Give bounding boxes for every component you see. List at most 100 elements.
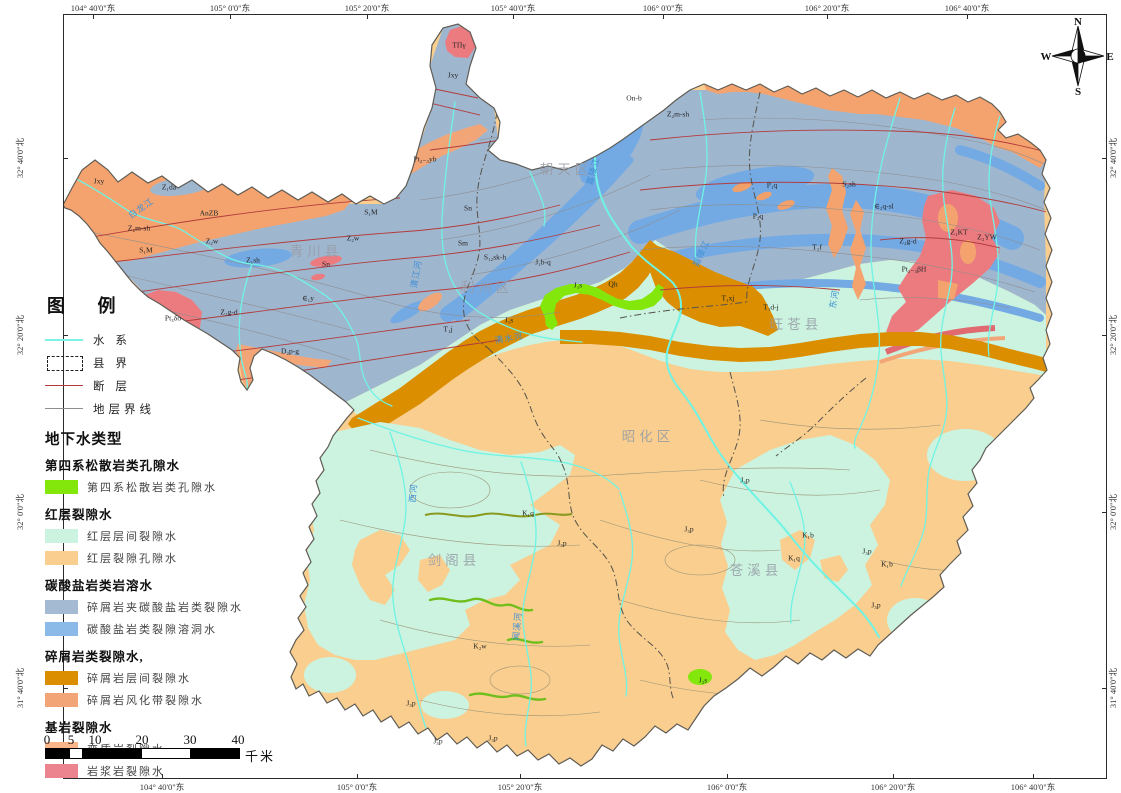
scale-tick: 0 [43,732,51,747]
graticule-tick [357,774,358,779]
map-canvas [64,23,1053,767]
graticule-tick [230,14,231,19]
graticule-tick [967,14,968,19]
legend: 图 例 水 系 县 界 断 层 地层界线 地下水类型 第四系松散岩类孔隙水第四系… [45,292,310,782]
graticule-tick [162,774,163,779]
graticule-tick [1102,688,1107,689]
county-boundary-icon [45,355,83,371]
graticule-label: 104° 40'0"东 [70,3,116,13]
legend-item-stratum-boundary: 地层界线 [45,397,310,420]
graticule-label: 106° 20'0"东 [804,3,850,13]
scale-tick: 10 [88,732,102,747]
compass-east-label: E [1106,51,1114,63]
legend-item: 碎屑岩夹碳酸盐岩类裂隙水 [45,596,310,618]
legend-color-swatch [45,600,78,614]
graticule-label: 106° 40'0"东 [944,3,990,13]
legend-item: 碳酸盐岩类裂隙溶洞水 [45,618,310,640]
scale-bar-ticks: 0 5 10 20 30 40 [43,732,305,747]
legend-color-swatch [45,551,78,565]
legend-item-label: 碎屑岩层间裂隙水 [87,673,191,685]
legend-group-heading: 碳酸盐岩类岩溶水 [45,579,154,593]
graticule-tick [63,158,68,159]
legend-groups: 第四系松散岩类孔隙水 第四系松散岩类孔隙水 红层裂隙水 红层层间裂隙水 红层裂隙孔隙水碳… [45,455,310,782]
legend-title: 图 例 [47,296,130,316]
graticule-tick [520,774,521,779]
legend-color-swatch [45,693,78,707]
legend-item: 碎屑岩风化带裂隙水 [45,689,310,711]
graticule-tick [1102,158,1107,159]
legend-item: 红层层间裂隙水 [45,525,310,547]
scale-bar-blocks [45,748,240,759]
graticule-label: 106° 0'0"东 [642,3,684,13]
legend-color-swatch [45,764,78,778]
graticule-label: 32° 0'0"北 [15,493,25,531]
legend-color-swatch [45,622,78,636]
graticule-tick [93,14,94,19]
graticule-label: 104° 40'0"东 [139,782,185,792]
graticule-tick [63,335,68,336]
graticule-tick [663,14,664,19]
legend-color-swatch [45,480,78,494]
legend-item-fault: 断 层 [45,374,310,397]
graticule-label: 105° 20'0"东 [497,782,543,792]
legend-item-label: 第四系松散岩类孔隙水 [87,482,217,494]
legend-item-label: 岩浆岩裂隙水 [87,766,165,778]
graticule-label: 105° 40'0"东 [490,3,536,13]
graticule-tick [727,774,728,779]
graticule-label: 105° 0'0"东 [336,782,378,792]
graticule-label: 106° 0'0"东 [706,782,748,792]
graticule-tick [513,14,514,19]
scale-tick: 40 [231,732,245,747]
graticule-tick [1102,512,1107,513]
compass-north-label: N [1074,16,1082,28]
compass-star-icon [1051,25,1105,87]
graticule-tick [827,14,828,19]
legend-group-heading: 红层裂隙水 [45,508,113,522]
graticule-tick [893,774,894,779]
legend-item-label: 碎屑岩夹碳酸盐岩类裂隙水 [87,602,243,614]
graticule-label: 106° 20'0"东 [870,782,916,792]
graticule-label: 32° 20'0"北 [15,314,25,356]
legend-group-heading: 基岩裂隙水 [45,721,113,735]
legend-item-label: 红层裂隙孔隙水 [87,553,178,565]
scale-tick: 30 [183,732,197,747]
graticule-tick [63,512,68,513]
graticule-tick [1102,335,1107,336]
scale-tick: 20 [135,732,149,747]
graticule-label: 32° 0'0"北 [1108,493,1118,531]
compass-rose: N S W E [1040,16,1114,98]
graticule-tick [367,14,368,19]
legend-item-county-boundary: 县 界 [45,351,310,374]
scale-bar-unit: 千米 [245,749,276,764]
graticule-tick [1033,774,1034,779]
graticule-label: 32° 20'0"北 [1108,314,1118,356]
legend-color-swatch [45,529,78,543]
graticule-label: 105° 20'0"东 [344,3,390,13]
graticule-label: 32° 40'0"北 [15,137,25,179]
graticule-label: 106° 40'0"东 [1010,782,1056,792]
scale-bar: 0 5 10 20 30 40 千米 [43,732,305,764]
stratum-line-icon [45,402,83,416]
compass-west-label: W [1040,51,1052,63]
graticule-label: 32° 40'0"北 [1108,137,1118,179]
legend-item-river: 水 系 [45,328,310,351]
scale-tick: 5 [67,732,75,747]
legend-section-title: 地下水类型 [45,432,123,448]
legend-item-label: 红层层间裂隙水 [87,531,178,543]
legend-item-label: 碎屑岩风化带裂隙水 [87,695,204,707]
legend-item-label: 碳酸盐岩类裂隙溶洞水 [87,624,217,636]
legend-item: 第四系松散岩类孔隙水 [45,476,310,498]
legend-group-heading: 碎屑岩类裂隙水, [45,650,144,664]
legend-group-heading: 第四系松散岩类孔隙水 [45,459,181,473]
legend-item: 碎屑岩层间裂隙水 [45,667,310,689]
graticule-label: 105° 0'0"东 [209,3,251,13]
legend-color-swatch [45,671,78,685]
graticule-label: 31° 40'0"北 [15,667,25,709]
compass-south-label: S [1074,86,1082,98]
fault-line-icon [45,379,83,393]
legend-item: 红层裂隙孔隙水 [45,547,310,569]
legend-item: 岩浆岩裂隙水 [45,760,310,782]
graticule-label: 31° 40'0"北 [1108,667,1118,709]
river-line-icon [45,333,83,347]
